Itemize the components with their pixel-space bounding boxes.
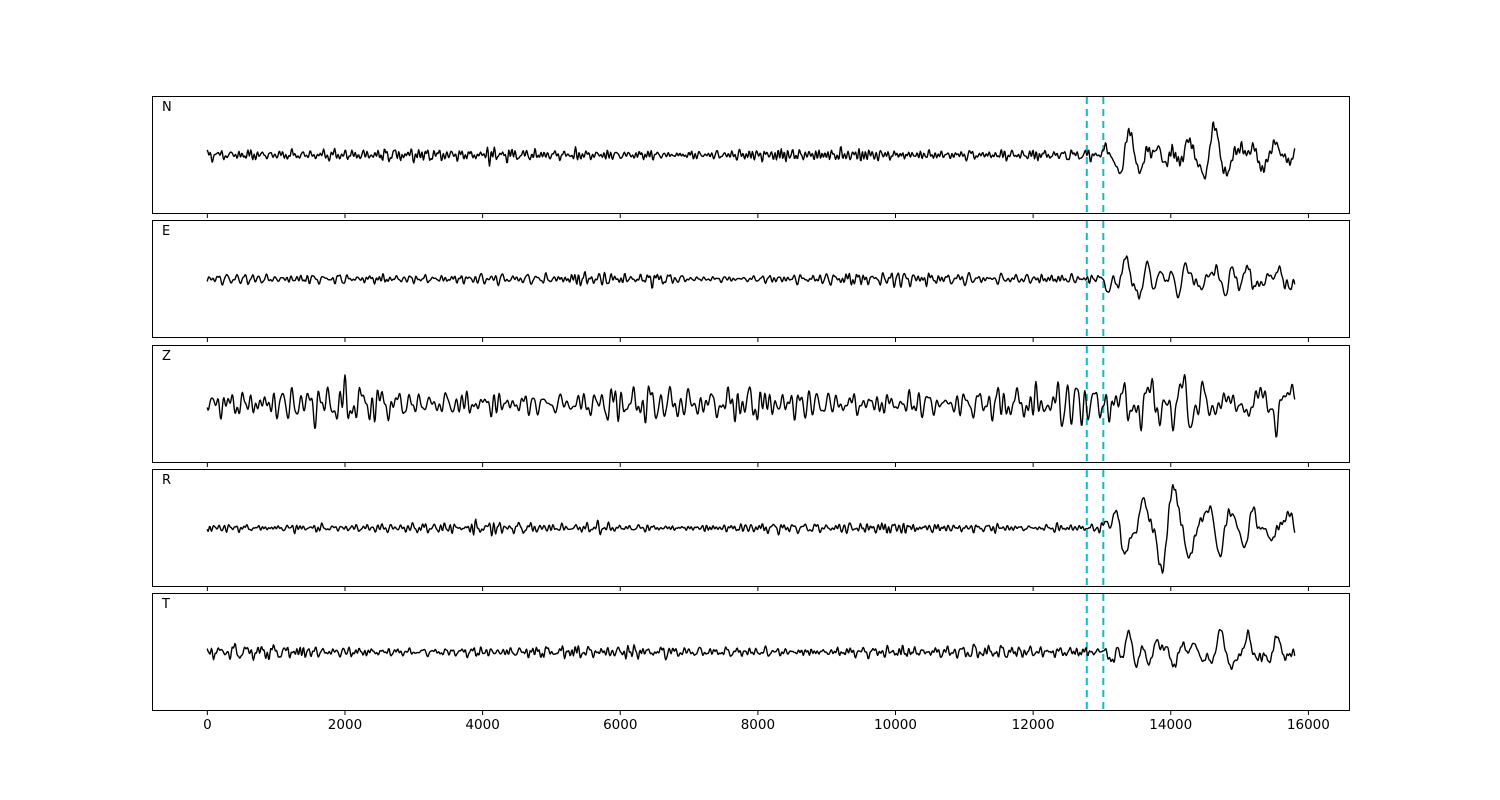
x-tick-label: 0 <box>203 717 212 733</box>
x-tick-label: 8000 <box>740 717 776 733</box>
waveform-plot <box>206 221 1309 343</box>
seismic-trace <box>206 255 1296 300</box>
seismic-trace <box>206 483 1296 574</box>
waveform-panel-r: R <box>152 468 1350 591</box>
waveform-plot <box>206 97 1309 218</box>
seismic-trace <box>206 121 1296 180</box>
panel-label: N <box>162 100 172 115</box>
x-tick-label: 12000 <box>1011 717 1055 733</box>
x-tick-label: 14000 <box>1149 717 1193 733</box>
x-tick-label: 16000 <box>1286 717 1330 733</box>
x-tick-label: 10000 <box>874 717 917 733</box>
waveform-plot <box>206 594 1309 715</box>
waveform-plot <box>206 469 1309 591</box>
x-tick-label: 2000 <box>327 717 363 733</box>
seismic-trace <box>206 628 1296 670</box>
panel-label: E <box>162 224 171 240</box>
waveform-panel-e: E <box>152 220 1350 343</box>
panel-label: Z <box>162 348 171 364</box>
waveform-plot <box>206 345 1309 467</box>
seismic-trace <box>206 373 1296 438</box>
x-tick-label: 6000 <box>603 717 638 733</box>
waveform-panel-t: T <box>152 593 1350 715</box>
panel-label: R <box>162 472 172 488</box>
waveform-panel-n: N <box>152 96 1350 218</box>
x-tick-label: 4000 <box>465 717 500 733</box>
panel-label: T <box>162 597 170 612</box>
waveform-panel-z: Z <box>152 344 1350 467</box>
